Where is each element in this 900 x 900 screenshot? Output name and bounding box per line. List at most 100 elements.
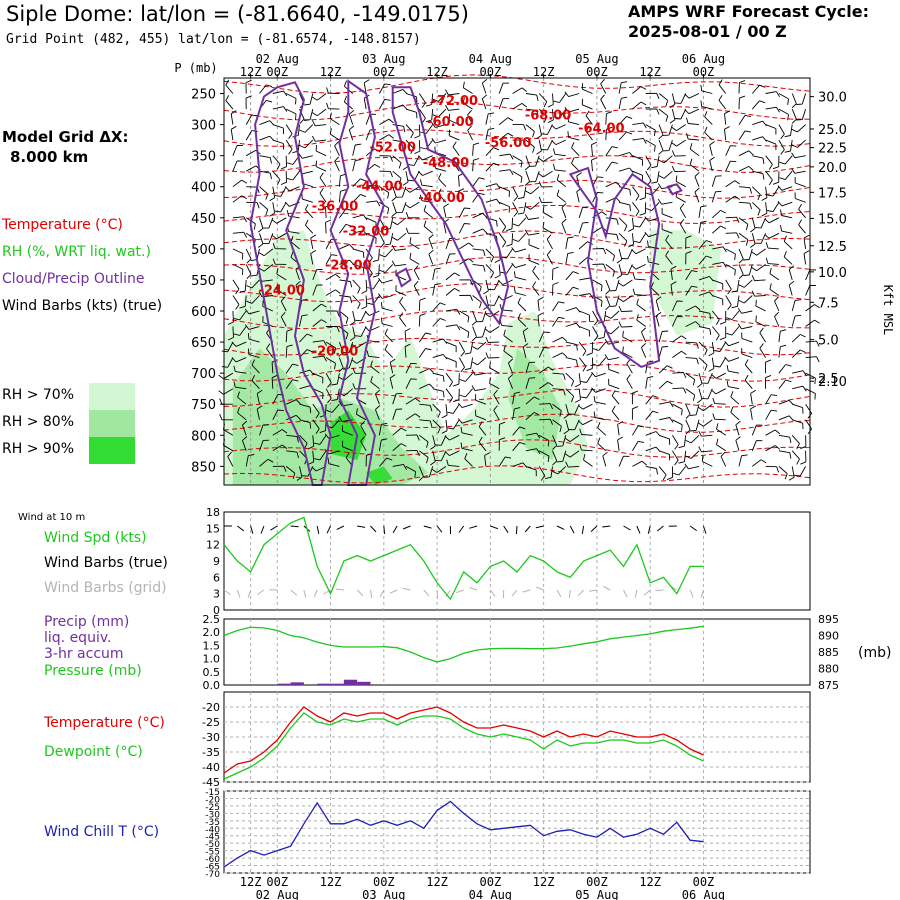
wind-barb: [552, 316, 565, 327]
wind-panel: [223, 511, 811, 611]
wind-barb: [432, 388, 445, 398]
y-tick-label: -15: [205, 788, 220, 798]
wind-barb-true: [689, 525, 698, 532]
wind-barb: [370, 360, 380, 374]
wind-barb-true: [436, 525, 443, 533]
wind-barb: [310, 234, 317, 249]
wind-barb-grid: [577, 589, 584, 597]
wind-barb: [476, 326, 487, 338]
wind-barb: [331, 388, 340, 402]
wind-barb: [672, 419, 683, 431]
wind-barb: [712, 413, 726, 421]
wind-barb: [759, 343, 766, 358]
y-tick-label: 890: [818, 630, 839, 643]
wind-barb: [280, 311, 287, 327]
wind-barb: [626, 374, 633, 389]
wind-barb: [725, 295, 732, 310]
wind-barb: [743, 264, 753, 276]
wind-barb: [738, 186, 753, 194]
wind-barb: [608, 363, 620, 374]
legend-temperature: Temperature (°C): [2, 217, 123, 233]
wind-barb: [458, 223, 471, 234]
wind-barb: [658, 93, 669, 107]
bottom-date-label: 03 Aug: [362, 888, 405, 900]
wind-barb: [791, 299, 802, 312]
wind-barb: [391, 260, 407, 267]
temperature-line: [223, 706, 704, 774]
wind-barb: [512, 391, 521, 405]
wind-barb: [312, 340, 327, 347]
wind-barb: [701, 455, 713, 467]
wind-barb: [726, 380, 740, 390]
wind-barb: [405, 139, 414, 154]
wind-barb: [459, 294, 474, 301]
precip-pressure-panel: [223, 618, 811, 686]
wind-barb: [600, 94, 607, 110]
wind-barb: [409, 252, 420, 265]
wind-barb: [698, 220, 707, 234]
wind-barb: [640, 342, 647, 358]
wind-barb: [259, 84, 273, 94]
wind-barb: [552, 336, 568, 343]
wind-barb: [618, 186, 631, 196]
wind-barb: [489, 377, 500, 390]
wind-barb: [507, 374, 514, 389]
wind-barb: [805, 269, 816, 281]
wind-barb: [651, 171, 660, 184]
wind-barb-grid: [389, 589, 398, 594]
wind-barb: [374, 389, 381, 405]
isotherm-line: [223, 230, 811, 249]
wind-barb: [379, 248, 394, 258]
wind-barb: [689, 143, 700, 157]
wind-barb: [525, 108, 539, 117]
wind-barb: [488, 295, 500, 306]
wind-barb: [780, 209, 793, 219]
wind-barb: [348, 109, 355, 125]
wind-barb: [399, 312, 407, 327]
wind-barb: [379, 83, 391, 94]
wind-barb: [552, 148, 566, 157]
wind-barb: [247, 348, 260, 359]
wind-barb: [608, 378, 620, 390]
wind-barb: [658, 380, 673, 390]
wind-barb: [525, 396, 540, 405]
wind-barb: [499, 201, 510, 213]
cloud-outline: [666, 183, 683, 196]
wind-barb: [528, 254, 540, 265]
wind-barb: [658, 365, 673, 374]
wind-barb: [538, 450, 550, 462]
wind-barb: [392, 88, 408, 95]
wind-barb: [731, 295, 740, 309]
wind-barb: [671, 165, 686, 173]
wind-barb: [791, 108, 797, 124]
wind-barb: [632, 137, 647, 144]
wind-barb-grid: [588, 589, 597, 592]
wind-barb: [511, 247, 527, 253]
wind-barb: [592, 248, 607, 255]
wind-barb: [378, 293, 393, 299]
wind-barb: [438, 173, 447, 188]
wind-barb-grid: [602, 585, 611, 591]
wind-barb: [405, 434, 420, 441]
wind-barb: [272, 258, 287, 265]
wind-barb: [311, 108, 327, 117]
isotherm-line: [223, 101, 811, 121]
wind-barb: [485, 248, 495, 263]
wind-barb: [741, 347, 753, 359]
wind-barb: [308, 450, 315, 465]
wind-barb: [636, 298, 646, 312]
wind-barb: [539, 418, 554, 425]
y-tick-label: 1.0: [203, 653, 221, 666]
wind-barb: [286, 450, 299, 459]
wind-barb: [460, 426, 473, 436]
wind-barb: [352, 230, 368, 236]
wind-barb: [605, 161, 618, 172]
wind-barb: [792, 370, 807, 376]
wind-barb: [675, 175, 686, 188]
wind-barb: [304, 219, 314, 234]
wind-barb: [325, 254, 338, 265]
wind-barb: [507, 358, 514, 374]
wind-barb: [460, 442, 473, 452]
legend-rh90-label: RH > 90%: [2, 441, 75, 457]
wind-barb: [396, 202, 407, 214]
